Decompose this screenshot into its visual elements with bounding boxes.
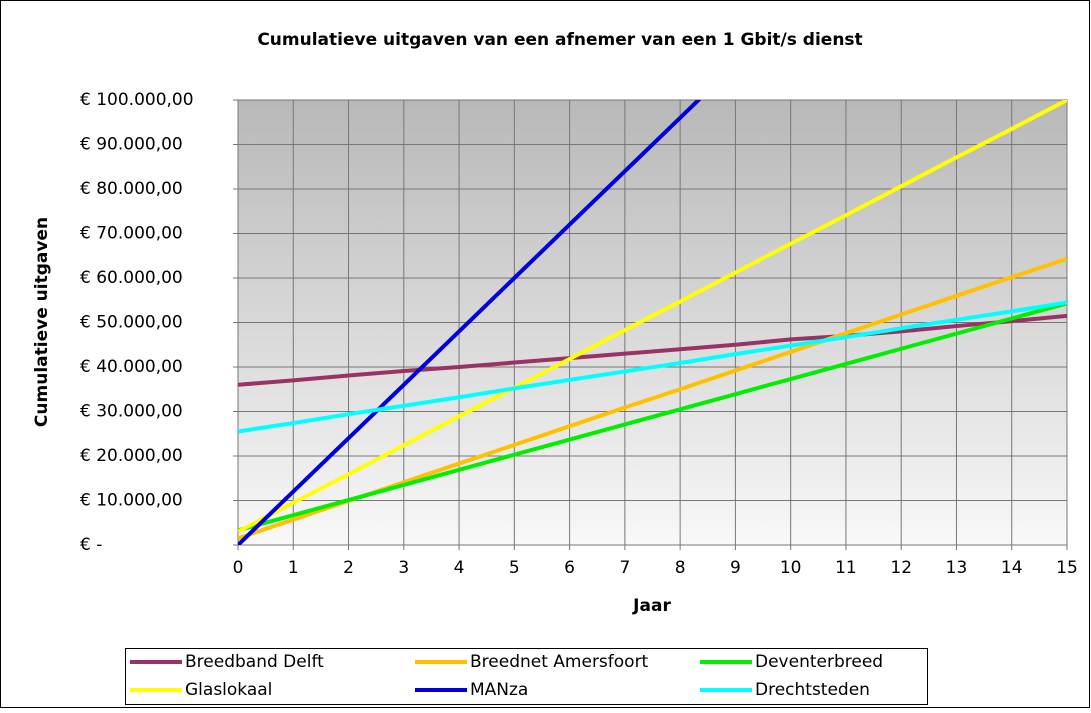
x-tick-label: 12 xyxy=(890,558,912,578)
y-tick-label: € 40.000,00 xyxy=(80,357,183,377)
chart-title: Cumulatieve uitgaven van een afnemer van… xyxy=(257,30,862,50)
x-tick-label: 0 xyxy=(233,558,244,578)
series-line xyxy=(238,313,1067,387)
x-tick-label: 14 xyxy=(1001,558,1023,578)
x-tick-label: 3 xyxy=(398,558,409,578)
y-tick-label: € 100.000,00 xyxy=(80,90,194,110)
x-axis-label: Jaar xyxy=(632,596,671,616)
x-tick-label: 5 xyxy=(509,558,520,578)
y-tick-label: € - xyxy=(80,535,102,555)
y-tick-label: € 30.000,00 xyxy=(80,402,183,422)
lines xyxy=(238,100,1067,545)
legend-label: Glaslokaal xyxy=(185,680,272,700)
x-tick-label: 9 xyxy=(730,558,741,578)
series-line xyxy=(238,100,702,545)
series-line xyxy=(238,300,1067,434)
y-tick-label: € 50.000,00 xyxy=(80,313,183,333)
legend-label: MANza xyxy=(470,680,528,700)
y-tick-label: € 60.000,00 xyxy=(80,268,183,288)
x-tick-label: 6 xyxy=(564,558,575,578)
x-tick-label: 11 xyxy=(835,558,857,578)
x-tick-label: 7 xyxy=(619,558,630,578)
legend-label: Breednet Amersfoort xyxy=(470,652,649,672)
x-tick-label: 4 xyxy=(454,558,465,578)
series-line xyxy=(238,100,1067,534)
plot-border xyxy=(237,99,1068,546)
y-tick-label: € 10.000,00 xyxy=(80,491,183,511)
y-axis-label: Cumulatieve uitgaven xyxy=(32,217,52,427)
y-tick-label: € 70.000,00 xyxy=(80,224,183,244)
x-tick-label: 13 xyxy=(946,558,968,578)
legend-label: Breedband Delft xyxy=(185,652,324,672)
series-line xyxy=(238,301,1067,533)
x-tick-label: 2 xyxy=(343,558,354,578)
y-tick-label: € 90.000,00 xyxy=(80,135,183,155)
x-tick-label: 8 xyxy=(675,558,686,578)
legend xyxy=(125,648,928,705)
y-tick-label: € 20.000,00 xyxy=(80,446,183,466)
legend-label: Drechtsteden xyxy=(755,680,870,700)
x-tick-label: 15 xyxy=(1056,558,1078,578)
legend-label: Deventerbreed xyxy=(755,652,883,672)
x-tick-label: 10 xyxy=(780,558,802,578)
y-tick-label: € 80.000,00 xyxy=(80,179,183,199)
x-tick-label: 1 xyxy=(288,558,299,578)
